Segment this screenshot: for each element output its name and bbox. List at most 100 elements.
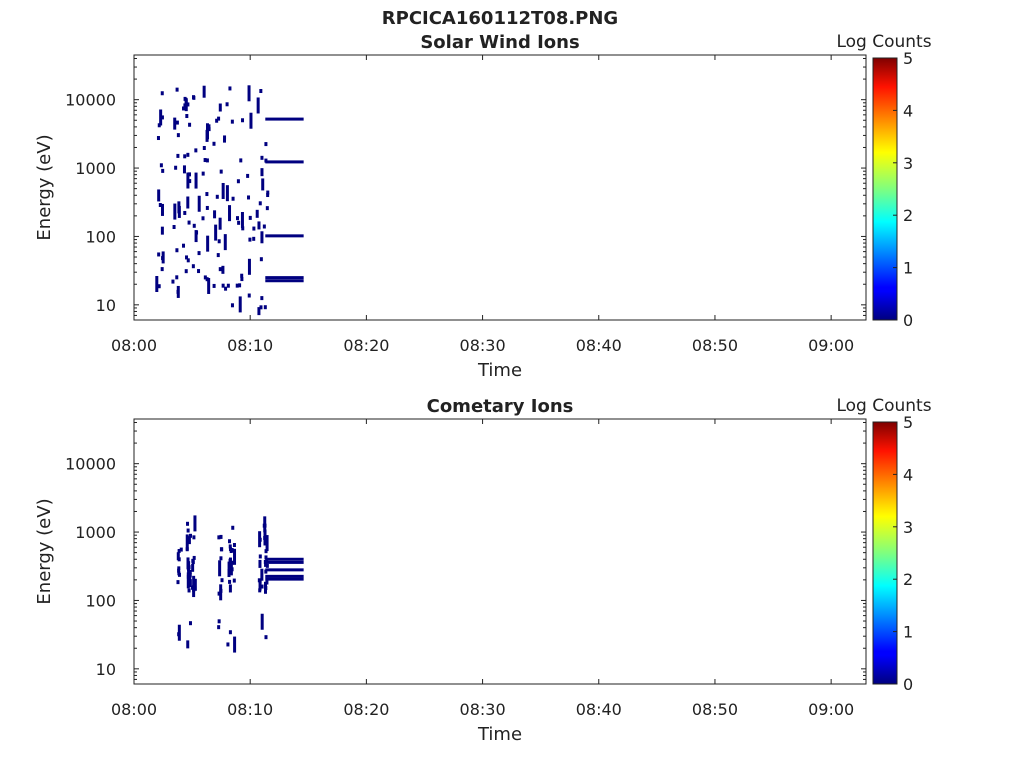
data-cell bbox=[160, 115, 164, 120]
colorbar-gradient bbox=[872, 57, 898, 321]
energy-band bbox=[265, 577, 304, 581]
data-cell bbox=[228, 558, 232, 563]
data-cell bbox=[177, 566, 181, 571]
y-tick-label: 100 bbox=[85, 591, 116, 610]
x-tick-label: 08:10 bbox=[227, 700, 273, 719]
data-cell bbox=[203, 158, 207, 163]
data-cell bbox=[161, 251, 165, 264]
x-tick-label: 08:20 bbox=[343, 700, 389, 719]
y-tick-label: 10 bbox=[96, 660, 116, 679]
data-cell bbox=[241, 226, 245, 231]
data-cell bbox=[229, 549, 233, 554]
data-cell bbox=[252, 226, 256, 231]
data-cell bbox=[230, 303, 234, 308]
data-cell bbox=[188, 621, 192, 626]
data-cell bbox=[260, 168, 264, 177]
data-cell bbox=[262, 523, 266, 528]
data-cell bbox=[172, 224, 176, 229]
data-cell bbox=[160, 203, 164, 216]
energy-band bbox=[265, 160, 304, 164]
x-tick-label: 09:00 bbox=[808, 700, 854, 719]
data-cell bbox=[183, 154, 187, 159]
data-cell bbox=[219, 588, 223, 593]
data-cell bbox=[266, 193, 270, 198]
data-cell bbox=[186, 152, 190, 157]
data-cell bbox=[257, 221, 261, 230]
plot-area bbox=[133, 418, 867, 685]
data-cell bbox=[175, 275, 179, 280]
data-cell bbox=[188, 179, 192, 184]
data-cell bbox=[176, 285, 180, 298]
data-cell bbox=[157, 189, 161, 202]
data-cell bbox=[231, 196, 235, 201]
data-cell bbox=[260, 584, 264, 589]
data-cell bbox=[192, 535, 196, 540]
data-cell bbox=[215, 194, 219, 199]
data-cell bbox=[264, 569, 268, 574]
data-cell bbox=[228, 584, 232, 593]
data-cell bbox=[182, 165, 186, 174]
data-cell bbox=[184, 99, 188, 112]
data-cell bbox=[216, 253, 220, 258]
data-cell bbox=[179, 547, 183, 552]
x-tick-label: 08:00 bbox=[111, 700, 157, 719]
energy-band bbox=[265, 574, 304, 578]
colorbar-tick-label: 0 bbox=[903, 675, 913, 694]
data-cell bbox=[215, 118, 219, 123]
data-cell bbox=[246, 173, 250, 178]
data-cell bbox=[206, 235, 210, 252]
energy-band bbox=[265, 557, 304, 561]
data-cell bbox=[191, 563, 195, 572]
data-cell bbox=[217, 535, 221, 540]
data-cell bbox=[187, 565, 191, 570]
data-cell bbox=[212, 141, 216, 146]
colorbar-tick-label: 0 bbox=[903, 311, 913, 330]
data-cell bbox=[228, 86, 232, 91]
data-cells bbox=[155, 85, 304, 316]
data-cell bbox=[259, 89, 263, 94]
data-cell bbox=[258, 578, 262, 591]
data-cell bbox=[185, 534, 189, 551]
data-cell bbox=[228, 630, 232, 635]
data-cell bbox=[231, 525, 235, 530]
colorbar-tick-label: 5 bbox=[903, 49, 913, 68]
data-cell bbox=[213, 210, 217, 219]
data-cell bbox=[177, 572, 181, 577]
y-tick-label: 10000 bbox=[65, 91, 116, 110]
data-cell bbox=[188, 122, 192, 127]
data-cell bbox=[225, 185, 229, 202]
data-cell bbox=[247, 85, 251, 102]
data-cell bbox=[248, 215, 252, 220]
data-cell bbox=[249, 112, 253, 129]
data-cell bbox=[160, 267, 164, 272]
data-cell bbox=[188, 573, 192, 578]
data-cell bbox=[205, 277, 209, 282]
energy-band bbox=[265, 568, 304, 572]
data-cell bbox=[263, 305, 267, 310]
data-cell bbox=[218, 267, 222, 272]
data-cell bbox=[232, 543, 236, 548]
data-cell bbox=[262, 224, 266, 229]
data-cell bbox=[161, 168, 165, 173]
x-tick-label: 08:00 bbox=[111, 336, 157, 355]
data-cell bbox=[194, 172, 198, 189]
data-cell bbox=[260, 568, 264, 581]
data-cell bbox=[248, 237, 252, 242]
data-cell bbox=[228, 579, 232, 584]
data-cell bbox=[173, 117, 177, 130]
data-cell bbox=[265, 580, 269, 585]
data-cell bbox=[192, 575, 196, 592]
data-cell bbox=[256, 97, 260, 114]
data-cell bbox=[226, 283, 230, 288]
data-cell bbox=[187, 588, 191, 593]
data-cell bbox=[186, 640, 190, 649]
data-cell bbox=[155, 275, 159, 292]
colorbar-tick-label: 2 bbox=[903, 206, 913, 225]
panel-cometary-ions: Cometary Ions 08:00 08:10 08:20 08:30 08:40 08… bbox=[34, 396, 932, 745]
data-cell bbox=[171, 279, 175, 284]
data-cell bbox=[240, 212, 244, 229]
data-cell bbox=[156, 136, 160, 141]
data-cell bbox=[176, 552, 180, 561]
data-cell bbox=[201, 216, 205, 221]
